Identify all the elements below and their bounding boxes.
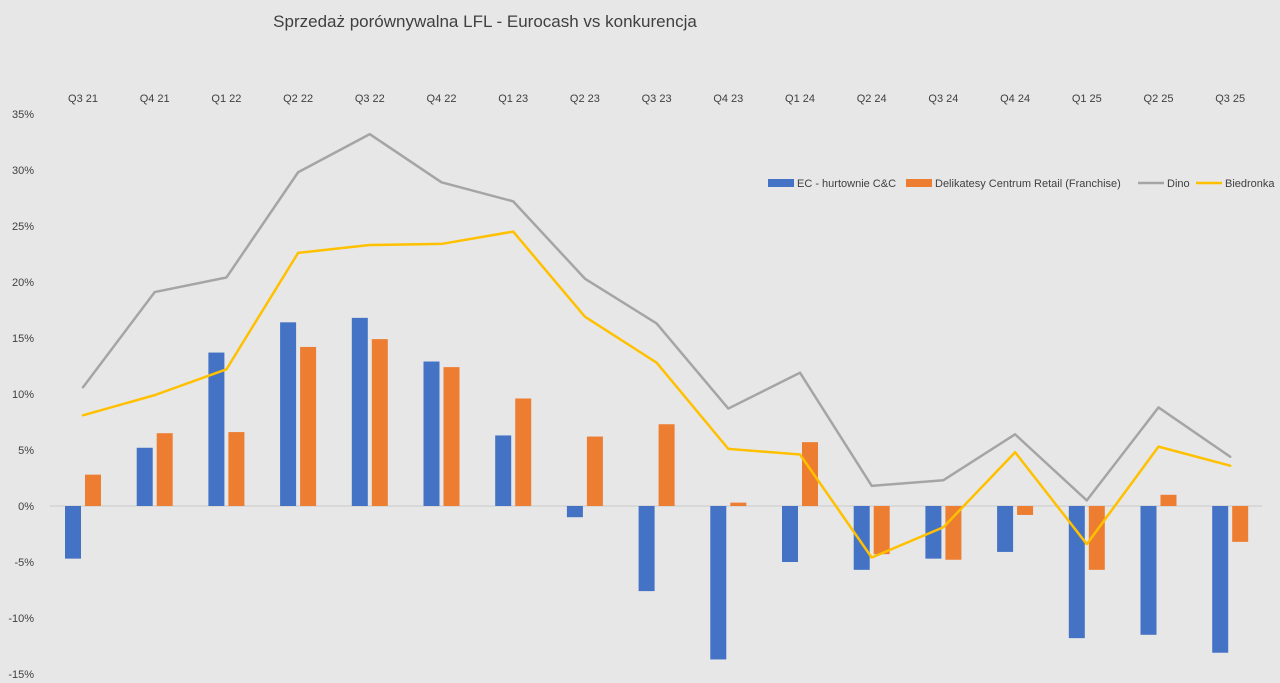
y-tick-label: 35%: [12, 109, 34, 121]
y-axis-labels: 35% 30% 25% 20% 15% 10% 5% 0% -5% -10% -15%: [8, 109, 34, 681]
y-tick-label: 15%: [12, 333, 34, 345]
bar-series: [65, 317, 1249, 660]
x-category-labels: Q3 21 Q4 21 Q1 22 Q2 22 Q3 22 Q4 22 Q1 23 Q2 23…: [68, 93, 1245, 105]
bar-ec-hurtownie: [495, 435, 512, 506]
bar-ec-hurtownie: [65, 506, 81, 559]
y-tick-label: 30%: [12, 165, 34, 177]
bar-ec-hurtownie: [782, 506, 798, 562]
x-category-label: Q1 23: [498, 93, 528, 105]
bar-ec-hurtownie: [136, 447, 153, 506]
bar-ec-hurtownie: [280, 322, 297, 506]
y-tick-label: 5%: [18, 445, 34, 457]
x-category-label: Q1 25: [1072, 93, 1102, 105]
bar-delikatesy-centrum: [1160, 494, 1177, 506]
bar-delikatesy-centrum: [371, 339, 388, 506]
x-category-label: Q1 22: [211, 93, 241, 105]
legend-label: EC - hurtownie C&C: [797, 178, 896, 190]
y-tick-label: -5%: [14, 557, 34, 569]
y-tick-label: 20%: [12, 277, 34, 289]
bar-delikatesy-centrum: [873, 506, 890, 555]
chart-title: Sprzedaż porównywalna LFL - Eurocash vs …: [273, 12, 697, 31]
x-category-label: Q4 23: [713, 93, 743, 105]
bar-ec-hurtownie: [1068, 506, 1085, 639]
bar-delikatesy-centrum: [515, 398, 532, 506]
bar-ec-hurtownie: [1140, 506, 1157, 635]
bar-delikatesy-centrum: [945, 506, 962, 560]
x-category-label: Q2 24: [857, 93, 887, 105]
bar-delikatesy-centrum: [802, 442, 818, 506]
bar-delikatesy-centrum: [443, 367, 460, 506]
line-series: [81, 132, 1232, 559]
x-category-label: Q4 21: [140, 93, 170, 105]
legend: EC - hurtownie C&C Delikatesy Centrum Ret…: [768, 178, 1275, 190]
x-category-label: Q2 25: [1144, 93, 1174, 105]
bar-delikatesy-centrum: [658, 424, 675, 506]
bar-ec-hurtownie: [566, 506, 583, 518]
y-tick-label: -15%: [8, 669, 34, 681]
bar-ec-hurtownie: [638, 506, 655, 592]
x-category-label: Q4 22: [427, 93, 457, 105]
bar-delikatesy-centrum: [85, 474, 101, 506]
bar-ec-hurtownie: [710, 506, 727, 660]
x-category-label: Q4 24: [1000, 93, 1030, 105]
bar-delikatesy-centrum: [1017, 506, 1034, 515]
line-biedronka: [81, 230, 1232, 559]
bar-ec-hurtownie: [208, 352, 225, 506]
bar-ec-hurtownie: [351, 317, 368, 506]
line-dino: [81, 132, 1232, 502]
x-category-label: Q3 25: [1215, 93, 1245, 105]
bar-delikatesy-centrum: [1088, 506, 1105, 570]
bar-delikatesy-centrum: [156, 433, 173, 506]
x-category-label: Q2 22: [283, 93, 313, 105]
bar-ec-hurtownie: [1212, 506, 1229, 653]
bar-ec-hurtownie: [853, 506, 870, 570]
x-category-label: Q3 21: [68, 93, 98, 105]
legend-label: Delikatesy Centrum Retail (Franchise): [935, 178, 1121, 190]
x-category-label: Q2 23: [570, 93, 600, 105]
x-category-label: Q3 24: [928, 93, 958, 105]
bar-delikatesy-centrum: [300, 346, 317, 506]
legend-label: Dino: [1167, 178, 1190, 190]
bar-ec-hurtownie: [997, 506, 1014, 552]
bar-delikatesy-centrum: [730, 502, 747, 506]
y-tick-label: 0%: [18, 501, 34, 513]
y-tick-label: 25%: [12, 221, 34, 233]
y-tick-label: -10%: [8, 613, 34, 625]
bar-delikatesy-centrum: [1232, 506, 1249, 542]
legend-label: Biedronka: [1225, 178, 1275, 190]
bar-delikatesy-centrum: [586, 436, 603, 506]
legend-swatch: [906, 179, 932, 187]
y-tick-label: 10%: [12, 389, 34, 401]
x-category-label: Q3 22: [355, 93, 385, 105]
legend-swatch: [768, 179, 794, 187]
bar-ec-hurtownie: [423, 361, 440, 506]
x-category-label: Q1 24: [785, 93, 815, 105]
bar-delikatesy-centrum: [228, 432, 245, 506]
x-category-label: Q3 23: [642, 93, 672, 105]
